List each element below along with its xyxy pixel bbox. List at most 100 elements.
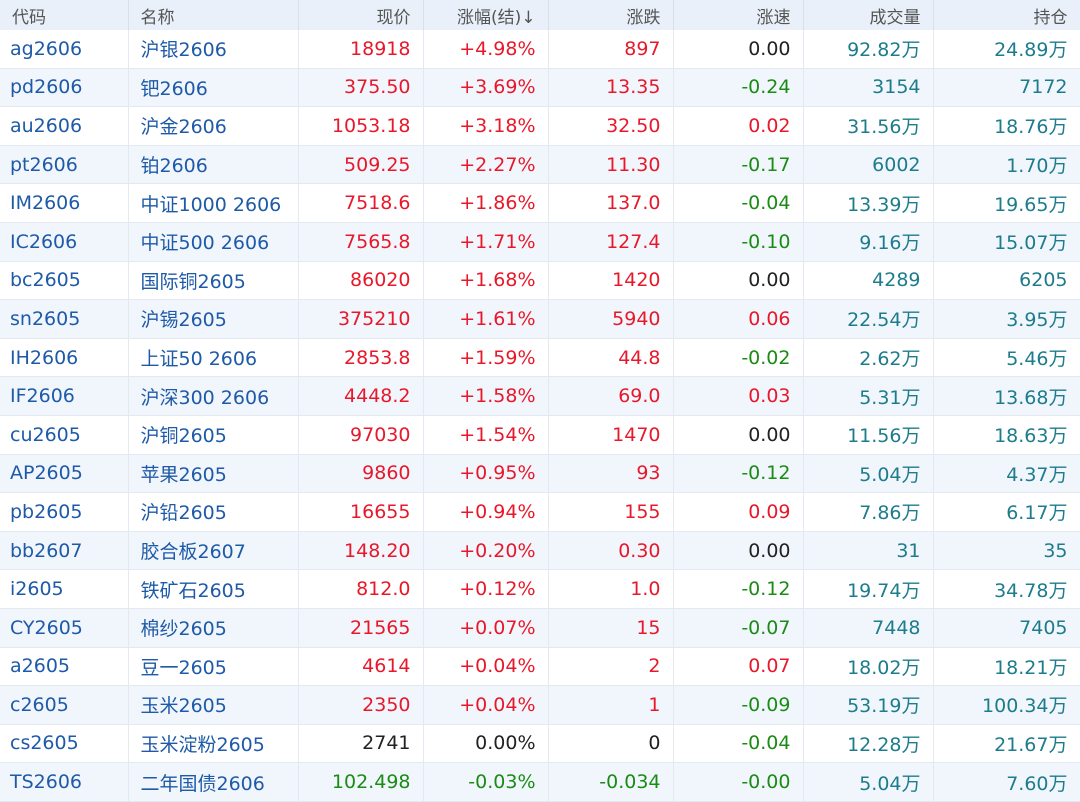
column-header-change-percent-sorted[interactable]: 涨幅(结)↓ xyxy=(423,0,549,30)
table-row[interactable]: TS2606 二年国债2606 102.498 -0.03% -0.034 -0.00 5.… xyxy=(0,762,1080,802)
column-header-open-interest[interactable]: 持仓 xyxy=(933,0,1080,30)
table-row[interactable]: bb2607 胶合板2607 148.20 +0.20% 0.30 0.00 31 35 xyxy=(0,531,1080,571)
change-percent-cell: +1.59% xyxy=(423,338,549,378)
contract-code-cell[interactable]: pd2606 xyxy=(0,68,129,108)
contract-name-cell[interactable]: 沪金2606 xyxy=(128,106,299,146)
contract-name-cell[interactable]: 国际铜2605 xyxy=(128,261,299,301)
open-interest-cell: 7.60万 xyxy=(933,762,1080,802)
contract-code-cell[interactable]: AP2605 xyxy=(0,454,129,494)
table-row[interactable]: au2606 沪金2606 1053.18 +3.18% 32.50 0.02 31.56万… xyxy=(0,106,1080,146)
change-cell: -0.034 xyxy=(548,762,674,802)
contract-name-cell[interactable]: 钯2606 xyxy=(128,68,299,108)
contract-code-cell[interactable]: c2605 xyxy=(0,685,129,725)
volume-cell: 31 xyxy=(803,531,934,571)
table-row[interactable]: CY2605 棉纱2605 21565 +0.07% 15 -0.07 7448 7405 xyxy=(0,608,1080,648)
contract-code-cell[interactable]: IF2606 xyxy=(0,376,129,416)
table-row[interactable]: IC2606 中证500 2606 7565.8 +1.71% 127.4 -0.10 9.… xyxy=(0,222,1080,262)
change-percent-cell: +0.94% xyxy=(423,492,549,532)
table-row[interactable]: cu2605 沪铜2605 97030 +1.54% 1470 0.00 11.56万 18.… xyxy=(0,415,1080,455)
change-percent-cell: +0.07% xyxy=(423,608,549,648)
change-cell: 93 xyxy=(548,454,674,494)
change-cell: 13.35 xyxy=(548,68,674,108)
contract-name-cell[interactable]: 沪铜2605 xyxy=(128,415,299,455)
column-header-price[interactable]: 现价 xyxy=(298,0,424,30)
table-row[interactable]: AP2605 苹果2605 9860 +0.95% 93 -0.12 5.04万 4.37万 xyxy=(0,454,1080,494)
volume-cell: 53.19万 xyxy=(803,685,934,725)
speed-cell: 0.02 xyxy=(673,106,804,146)
speed-cell: 0.00 xyxy=(673,30,804,69)
column-header-name[interactable]: 名称 xyxy=(128,0,299,30)
column-header-speed[interactable]: 涨速 xyxy=(673,0,804,30)
speed-cell: 0.00 xyxy=(673,415,804,455)
table-row[interactable]: bc2605 国际铜2605 86020 +1.68% 1420 0.00 4289 6205 xyxy=(0,261,1080,301)
table-row[interactable]: sn2605 沪锡2605 375210 +1.61% 5940 0.06 22.54万 3.… xyxy=(0,299,1080,339)
contract-name-cell[interactable]: 玉米淀粉2605 xyxy=(128,724,299,764)
contract-name-cell[interactable]: 中证500 2606 xyxy=(128,222,299,262)
speed-cell: 0.03 xyxy=(673,376,804,416)
contract-name-cell[interactable]: 沪深300 2606 xyxy=(128,376,299,416)
table-row[interactable]: ag2606 沪银2606 18918 +4.98% 897 0.00 92.82万 24.8… xyxy=(0,30,1080,69)
table-row[interactable]: a2605 豆一2605 4614 +0.04% 2 0.07 18.02万 18.21万 xyxy=(0,647,1080,687)
table-row[interactable]: i2605 铁矿石2605 812.0 +0.12% 1.0 -0.12 19.74万 34.… xyxy=(0,569,1080,609)
contract-code-cell[interactable]: CY2605 xyxy=(0,608,129,648)
volume-cell: 5.04万 xyxy=(803,454,934,494)
table-row[interactable]: c2605 玉米2605 2350 +0.04% 1 -0.09 53.19万 100.34万 xyxy=(0,685,1080,725)
contract-code-cell[interactable]: bc2605 xyxy=(0,261,129,301)
contract-code-cell[interactable]: TS2606 xyxy=(0,762,129,802)
contract-name-cell[interactable]: 玉米2605 xyxy=(128,685,299,725)
open-interest-cell: 15.07万 xyxy=(933,222,1080,262)
price-cell: 812.0 xyxy=(298,569,424,609)
contract-name-cell[interactable]: 苹果2605 xyxy=(128,454,299,494)
contract-name-cell[interactable]: 豆一2605 xyxy=(128,647,299,687)
table-row[interactable]: cs2605 玉米淀粉2605 2741 0.00% 0 -0.04 12.28万 21.67… xyxy=(0,724,1080,764)
contract-code-cell[interactable]: au2606 xyxy=(0,106,129,146)
contract-code-cell[interactable]: pt2606 xyxy=(0,145,129,185)
contract-code-cell[interactable]: IH2606 xyxy=(0,338,129,378)
contract-name-cell[interactable]: 棉纱2605 xyxy=(128,608,299,648)
contract-name-cell[interactable]: 铂2606 xyxy=(128,145,299,185)
price-cell: 4448.2 xyxy=(298,376,424,416)
contract-code-cell[interactable]: i2605 xyxy=(0,569,129,609)
table-row[interactable]: pt2606 铂2606 509.25 +2.27% 11.30 -0.17 6002 1.7… xyxy=(0,145,1080,185)
contract-code-cell[interactable]: pb2605 xyxy=(0,492,129,532)
contract-name-cell[interactable]: 胶合板2607 xyxy=(128,531,299,571)
table-row[interactable]: pb2605 沪铅2605 16655 +0.94% 155 0.09 7.86万 6.17万 xyxy=(0,492,1080,532)
contract-code-cell[interactable]: sn2605 xyxy=(0,299,129,339)
price-cell: 7518.6 xyxy=(298,183,424,223)
change-percent-cell: +3.18% xyxy=(423,106,549,146)
contract-name-cell[interactable]: 二年国债2606 xyxy=(128,762,299,802)
contract-code-cell[interactable]: IC2606 xyxy=(0,222,129,262)
contract-code-cell[interactable]: cu2605 xyxy=(0,415,129,455)
contract-code-cell[interactable]: IM2606 xyxy=(0,183,129,223)
contract-name-cell[interactable]: 中证1000 2606 xyxy=(128,183,299,223)
speed-cell: -0.10 xyxy=(673,222,804,262)
contract-name-cell[interactable]: 铁矿石2605 xyxy=(128,569,299,609)
change-percent-cell: +0.95% xyxy=(423,454,549,494)
contract-code-cell[interactable]: a2605 xyxy=(0,647,129,687)
column-header-volume[interactable]: 成交量 xyxy=(803,0,934,30)
speed-cell: -0.02 xyxy=(673,338,804,378)
table-row[interactable]: IH2606 上证50 2606 2853.8 +1.59% 44.8 -0.02 2.62… xyxy=(0,338,1080,378)
table-row[interactable]: IF2606 沪深300 2606 4448.2 +1.58% 69.0 0.03 5.31… xyxy=(0,376,1080,416)
contract-name-cell[interactable]: 上证50 2606 xyxy=(128,338,299,378)
contract-name-cell[interactable]: 沪银2606 xyxy=(128,30,299,69)
table-row[interactable]: pd2606 钯2606 375.50 +3.69% 13.35 -0.24 3154 717… xyxy=(0,68,1080,108)
contract-name-cell[interactable]: 沪锡2605 xyxy=(128,299,299,339)
contract-code-cell[interactable]: bb2607 xyxy=(0,531,129,571)
table-row[interactable]: IM2606 中证1000 2606 7518.6 +1.86% 137.0 -0.04 1… xyxy=(0,183,1080,223)
contract-code-cell[interactable]: cs2605 xyxy=(0,724,129,764)
speed-cell: -0.17 xyxy=(673,145,804,185)
price-cell: 16655 xyxy=(298,492,424,532)
change-percent-cell: -0.03% xyxy=(423,762,549,802)
volume-cell: 3154 xyxy=(803,68,934,108)
change-percent-cell: +3.69% xyxy=(423,68,549,108)
column-header-change[interactable]: 涨跌 xyxy=(548,0,674,30)
volume-cell: 5.31万 xyxy=(803,376,934,416)
open-interest-cell: 7172 xyxy=(933,68,1080,108)
open-interest-cell: 6205 xyxy=(933,261,1080,301)
column-header-code[interactable]: 代码 xyxy=(0,0,129,30)
open-interest-cell: 24.89万 xyxy=(933,30,1080,69)
speed-cell: -0.12 xyxy=(673,569,804,609)
contract-code-cell[interactable]: ag2606 xyxy=(0,30,129,69)
contract-name-cell[interactable]: 沪铅2605 xyxy=(128,492,299,532)
